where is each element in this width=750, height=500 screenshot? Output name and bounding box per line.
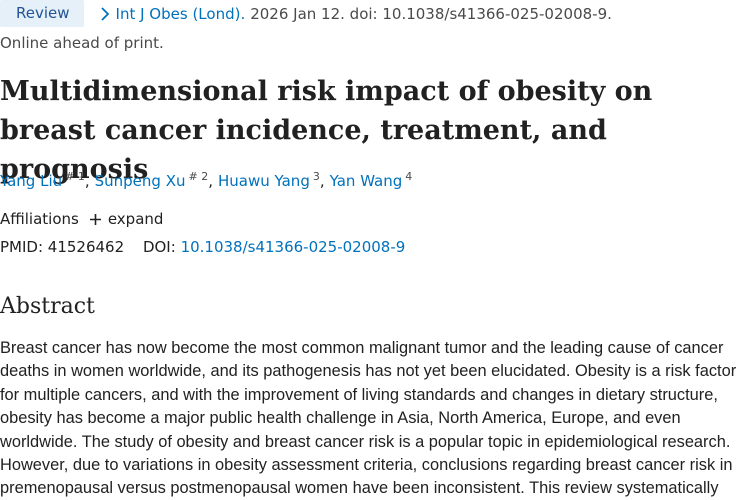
- pmid-label: PMID:: [0, 238, 44, 256]
- journal-link[interactable]: Int J Obes (Lond).: [115, 4, 246, 23]
- chevron-right-icon: [100, 6, 109, 21]
- author-separator: ,: [84, 172, 90, 190]
- pmid-value: 41526462: [47, 238, 125, 256]
- author-link[interactable]: Yang Liu: [0, 172, 63, 190]
- author-link[interactable]: Yan Wang: [329, 172, 403, 190]
- article-title: Multidimensional risk impact of obesity …: [0, 76, 653, 185]
- author-affiliation-marker[interactable]: # 2: [188, 170, 209, 183]
- affiliations-row: Affiliations expand: [0, 210, 163, 228]
- authors-list: Yang Liu # 1, Sunpeng Xu # 2, Huawu Yang 3, Ya…: [0, 170, 412, 190]
- author-affiliation-marker[interactable]: # 1: [65, 170, 85, 183]
- author-link[interactable]: Huawu Yang: [218, 172, 310, 190]
- author-separator: ,: [208, 172, 213, 190]
- affiliations-expand-button[interactable]: expand: [89, 210, 164, 228]
- author-affiliation-marker[interactable]: 4: [405, 170, 413, 183]
- identifiers-row: PMID: 41526462 DOI: 10.1038/s41366-025-0…: [0, 238, 405, 256]
- abstract-heading: Abstract: [0, 294, 95, 319]
- author-link[interactable]: Sunpeng Xu: [94, 172, 186, 190]
- citation-text: 2026 Jan 12. doi: 10.1038/s41366-025-020…: [250, 4, 612, 23]
- print-status: Online ahead of print.: [0, 34, 164, 52]
- publication-type-badge[interactable]: Review: [0, 0, 84, 27]
- plus-icon: [89, 213, 101, 225]
- author-separator: ,: [319, 172, 325, 190]
- citation-bar: Review Int J Obes (Lond). 2026 Jan 12. d…: [0, 0, 750, 27]
- abstract-text: Breast cancer has now become the most co…: [0, 339, 737, 498]
- affiliations-label: Affiliations: [0, 210, 79, 228]
- doi-label: DOI:: [142, 238, 176, 256]
- doi-link[interactable]: 10.1038/s41366-025-02008-9: [180, 238, 406, 256]
- author-affiliation-marker[interactable]: 3: [312, 170, 320, 183]
- expand-label: expand: [107, 210, 164, 228]
